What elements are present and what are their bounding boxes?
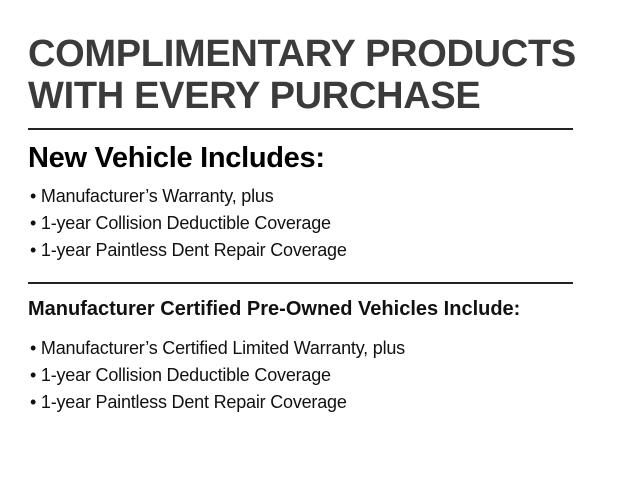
list-item: • 1-year Paintless Dent Repair Coverage: [30, 392, 347, 412]
list-item: • Manufacturer’s Warranty, plus: [30, 186, 274, 206]
list-item: • 1-year Paintless Dent Repair Coverage: [30, 240, 347, 260]
divider: [28, 282, 573, 284]
list-item: • 1-year Collision Deductible Coverage: [30, 365, 331, 385]
title-line-2: WITH EVERY PURCHASE: [28, 75, 481, 117]
list-item: • Manufacturer’s Certified Limited Warra…: [30, 338, 405, 358]
divider: [28, 128, 573, 130]
cpo-heading: Manufacturer Certified Pre-Owned Vehicle…: [28, 298, 521, 320]
title-line-1: COMPLIMENTARY PRODUCTS: [28, 33, 576, 75]
list-item: • 1-year Collision Deductible Coverage: [30, 213, 331, 233]
new-vehicle-heading: New Vehicle Includes:: [28, 142, 325, 174]
